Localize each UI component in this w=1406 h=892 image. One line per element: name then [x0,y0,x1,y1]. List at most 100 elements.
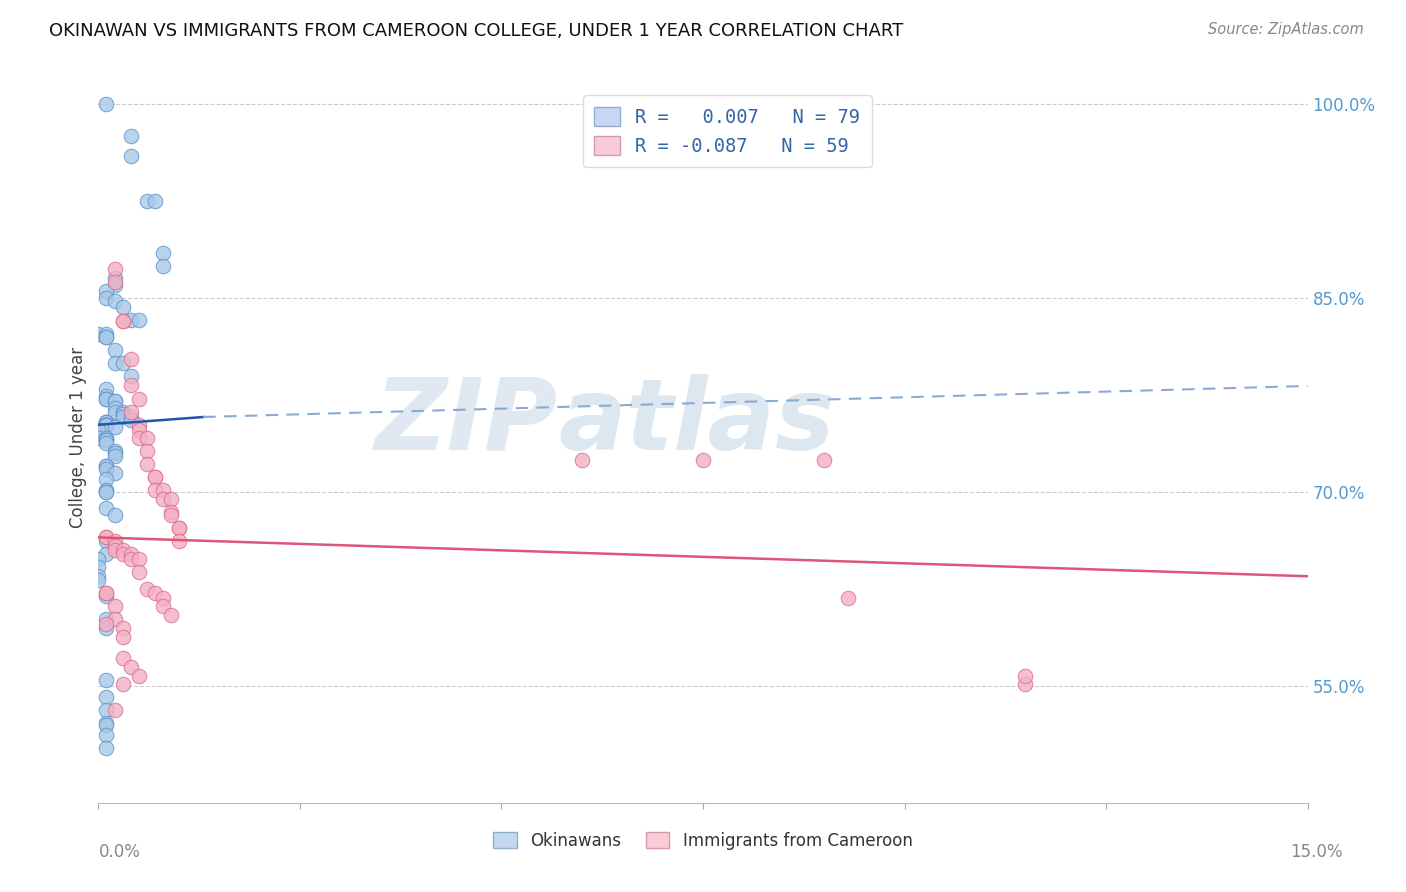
Point [96,96,118,111]
Point [152,591,174,606]
Point [111,405,134,419]
Point [120,412,142,426]
Point [96,715,118,730]
Point [167,534,190,549]
Point [111,676,134,690]
Point [103,277,125,292]
Point [120,660,142,674]
Point [692,452,714,467]
Text: OKINAWAN VS IMMIGRANTS FROM CAMEROON COLLEGE, UNDER 1 YEAR CORRELATION CHART: OKINAWAN VS IMMIGRANTS FROM CAMEROON COL… [49,22,904,40]
Point [87,423,110,437]
Point [135,582,157,597]
Point [128,669,150,683]
Point [111,356,134,370]
Point [96,612,118,626]
Point [96,530,118,544]
Point [152,491,174,506]
Point [111,543,134,558]
Point [96,530,118,544]
Point [143,586,166,600]
Point [103,599,125,613]
Point [128,423,150,437]
Point [120,313,142,327]
Point [160,508,183,523]
Point [103,276,125,290]
Point [96,462,118,476]
Point [160,608,183,623]
Point [96,483,118,497]
Point [837,591,859,606]
Point [96,621,118,635]
Point [96,500,118,515]
Point [571,452,593,467]
Text: ZIP: ZIP [375,374,558,471]
Point [96,431,118,445]
Point [111,300,134,314]
Text: atlas: atlas [558,374,834,471]
Point [167,521,190,535]
Text: 0.0%: 0.0% [98,843,141,861]
Point [128,552,150,566]
Point [96,434,118,448]
Point [96,589,118,603]
Point [152,259,174,273]
Point [103,508,125,523]
Legend: Okinawans, Immigrants from Cameroon: Okinawans, Immigrants from Cameroon [486,825,920,856]
Point [1014,676,1036,690]
Point [152,483,174,497]
Point [103,401,125,415]
Point [96,534,118,549]
Point [87,552,110,566]
Point [96,327,118,342]
Point [96,703,118,717]
Point [120,547,142,561]
Point [103,262,125,277]
Point [103,612,125,626]
Point [135,431,157,445]
Point [103,394,125,409]
Point [103,443,125,458]
Point [96,472,118,486]
Point [143,483,166,497]
Point [111,314,134,328]
Point [120,552,142,566]
Point [120,368,142,383]
Point [96,741,118,756]
Point [96,417,118,432]
Point [152,245,174,260]
Point [96,417,118,432]
Point [111,410,134,425]
Point [120,405,142,419]
Point [160,491,183,506]
Point [135,443,157,458]
Point [103,543,125,558]
Point [128,566,150,580]
Point [111,314,134,328]
Point [96,389,118,403]
Point [87,560,110,574]
Point [96,617,118,632]
Point [103,703,125,717]
Point [96,415,118,429]
Point [143,469,166,483]
Point [96,392,118,406]
Point [96,436,118,450]
Point [96,417,118,432]
Point [128,392,150,406]
Point [96,729,118,743]
Point [160,504,183,518]
Point [96,285,118,299]
Point [96,459,118,474]
Point [103,540,125,554]
Point [135,194,157,208]
Point [111,630,134,644]
Point [120,129,142,144]
Point [87,431,110,445]
Point [96,291,118,305]
Point [120,351,142,366]
Point [96,415,118,429]
Text: Source: ZipAtlas.com: Source: ZipAtlas.com [1208,22,1364,37]
Point [87,327,110,342]
Point [167,521,190,535]
Point [103,271,125,285]
